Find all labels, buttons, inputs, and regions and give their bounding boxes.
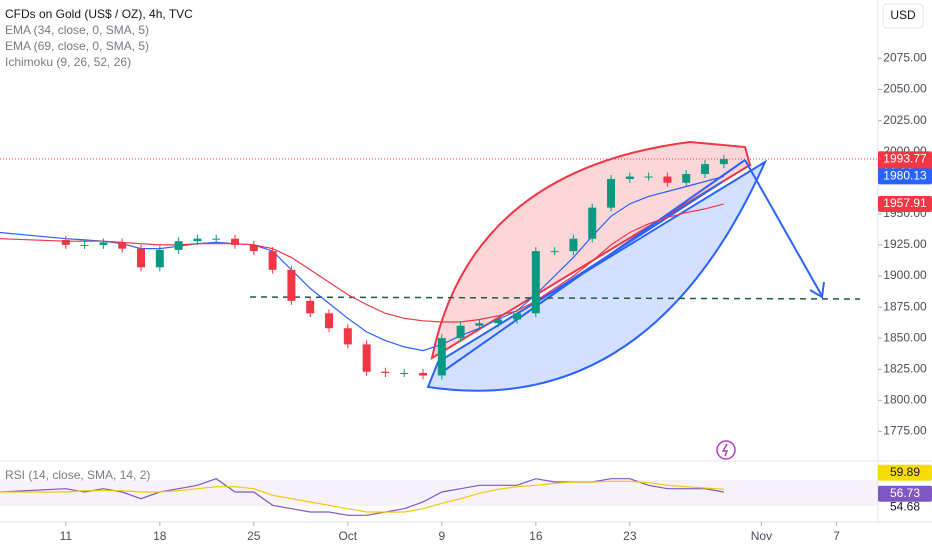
candle-body: [268, 251, 277, 270]
pink-arc: [430, 140, 752, 361]
legend-entry: EMA (34, close, 0, SMA, 5): [5, 23, 149, 37]
x-tick-label: 7: [833, 529, 840, 543]
candle-body: [494, 319, 503, 324]
legend-entry: Ichimoku (9, 26, 52, 26): [5, 55, 131, 69]
plot: [0, 155, 878, 516]
y-tick-label: 1875.00: [883, 299, 927, 313]
candle-body: [513, 313, 522, 320]
x-tick-label: 9: [438, 529, 445, 543]
candle-body: [625, 176, 634, 180]
price-label: 1980.13: [883, 169, 927, 183]
candle-body: [719, 159, 728, 165]
ema-line: [0, 203, 724, 323]
price-label: 1957.91: [883, 196, 927, 210]
rsi-line: [0, 480, 724, 513]
candle-body: [80, 244, 89, 246]
candle-body: [155, 249, 164, 268]
candle-body: [61, 239, 70, 245]
candle-body: [137, 248, 146, 268]
alert-icon[interactable]: [716, 440, 736, 460]
candle-body: [193, 238, 202, 242]
price-label: 1993.77: [883, 152, 927, 166]
candle-body: [663, 176, 672, 183]
arrow-head: [809, 281, 825, 299]
y-tick-label: 2025.00: [883, 113, 927, 127]
x-tick-label: 23: [623, 529, 637, 543]
y-tick-label: 1850.00: [883, 330, 927, 344]
y-tick-label: 2075.00: [883, 51, 927, 65]
currency-button[interactable]: [882, 3, 924, 29]
candle-body: [249, 244, 258, 252]
candle-body: [287, 269, 296, 301]
alert-icon-bolt: [721, 443, 729, 457]
x-tick-label: Nov: [751, 529, 772, 543]
rsi-marker: 56.73: [890, 486, 920, 500]
candle-body: [381, 371, 390, 373]
trend-line: [539, 181, 723, 301]
candle-body: [99, 242, 108, 245]
blue-arc: [426, 159, 768, 392]
price-label-box: [878, 168, 932, 185]
price-label-box: [878, 196, 932, 213]
candle-body: [588, 207, 597, 239]
currency: USD: [890, 8, 916, 22]
candle-body: [118, 242, 127, 249]
candle-body: [362, 344, 371, 372]
arrow: [744, 159, 823, 297]
candle-body: [531, 251, 540, 314]
candle-body: [644, 176, 653, 178]
title: CFDs on Gold (US$ / OZ), 4h, TVC: [5, 7, 193, 21]
candle-body: [343, 328, 352, 345]
candle-body: [212, 238, 221, 240]
x-tick-label: 11: [60, 529, 73, 543]
rsi-marker: 54.68: [890, 500, 920, 514]
candle-body: [325, 313, 334, 329]
x-tick-label: Oct: [338, 529, 357, 543]
rsi-legend: RSI (14, close, SMA, 14, 2): [5, 468, 150, 482]
candle-body: [174, 241, 183, 250]
legend-entry: EMA (69, close, 0, SMA, 5): [5, 39, 149, 53]
x-tick-label: 18: [153, 529, 167, 543]
y-tick-label: 1925.00: [883, 237, 927, 251]
rsi-marker-box: [878, 464, 932, 481]
candle-body: [437, 338, 446, 376]
y-tick-label: 1900.00: [883, 268, 927, 282]
y-tick-label: 2050.00: [883, 82, 927, 96]
y-tick-label: 1800.00: [883, 392, 927, 406]
candle-body: [475, 323, 484, 326]
y-tick-label: 1775.00: [883, 424, 927, 438]
candle-body: [682, 174, 691, 183]
x-tick-label: 16: [529, 529, 543, 543]
candle-body: [569, 238, 578, 252]
candle-body: [456, 325, 465, 339]
candle-body: [701, 164, 710, 175]
candle-body: [400, 372, 409, 374]
candle-body: [607, 179, 616, 208]
rsi-marker-box: [878, 485, 932, 502]
candle-body: [306, 300, 315, 314]
candle-body: [419, 372, 428, 376]
x-tick-label: 25: [247, 529, 261, 543]
candle-body: [550, 251, 559, 253]
y-tick-label: 1825.00: [883, 361, 927, 375]
rsi-marker: 59.89: [890, 465, 920, 479]
candle-body: [231, 238, 240, 245]
